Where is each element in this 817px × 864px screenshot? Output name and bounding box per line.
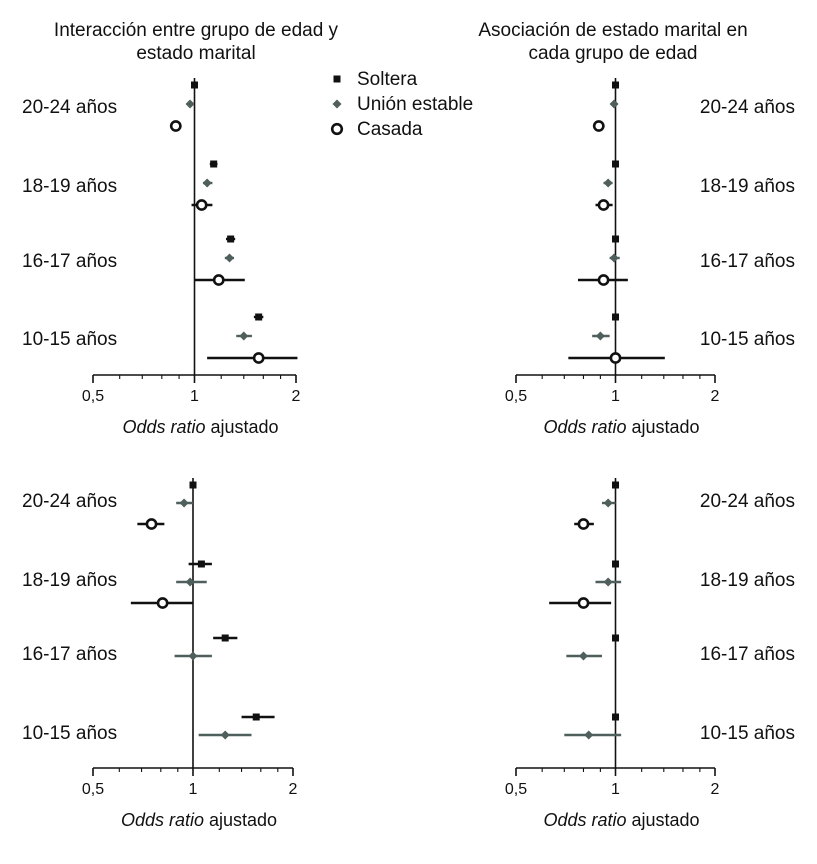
- panel-4-x-axis-label: Odds ratio ajustado: [543, 810, 699, 830]
- union-point-p4-g3: [578, 651, 588, 661]
- panel-2-x-axis-label: Odds ratio ajustado: [543, 417, 699, 437]
- panel-4-tick-label-2: 1: [611, 781, 620, 798]
- casada-point-p1-g1: [169, 120, 182, 132]
- soltera-point-p2-g2: [612, 160, 619, 168]
- union-point-p3-g2: [185, 577, 195, 587]
- casada-point-p3-g1: [145, 518, 158, 530]
- panel-3-group-label-3: 16-17 años: [22, 644, 117, 665]
- casada-point-p2-g4: [609, 352, 622, 364]
- legend-circle-icon: [330, 122, 344, 136]
- casada-point-p2-g3: [597, 274, 610, 286]
- forest-panel-1: Interacción entre grupo de edad yestado …: [22, 20, 339, 437]
- union-point-p4-g2: [603, 577, 613, 587]
- panel-1-tick-label-3: 2: [292, 388, 301, 405]
- union-point-p1-g3: [225, 253, 235, 263]
- union-point-p4-g1: [603, 498, 613, 508]
- legend-label-union: Unión estable: [357, 94, 473, 115]
- legend-label-casada: Casada: [357, 119, 423, 140]
- legend-diamond-icon: [332, 99, 342, 109]
- union-point-p2-g1: [609, 99, 619, 109]
- panel-1-tick-label-2: 1: [190, 388, 199, 405]
- soltera-point-p3-g1: [189, 481, 197, 489]
- soltera-point-p4-g4: [612, 713, 619, 721]
- panel-1-title-line-2: estado marital: [136, 43, 255, 64]
- casada-point-p1-g2: [195, 199, 208, 211]
- union-point-p4-g4: [584, 730, 594, 740]
- panel-3-group-label-2: 18-19 años: [22, 570, 117, 591]
- soltera-point-p3-g3: [221, 634, 229, 642]
- legend: Soltera Unión estable Casada: [330, 69, 473, 140]
- panel-2-group-label-3: 16-17 años: [700, 251, 795, 272]
- union-point-p3-g3: [188, 651, 198, 661]
- soltera-point-p1-g3: [227, 235, 235, 243]
- soltera-point-p2-g1: [612, 81, 619, 89]
- panel-2-tick-label-1: 0,5: [505, 388, 527, 405]
- union-point-p1-g1: [185, 99, 195, 109]
- panel-1-tick-label-1: 0,5: [82, 388, 104, 405]
- casada-point-p3-g2: [156, 597, 169, 609]
- panel-3-x-axis-label: Odds ratio ajustado: [121, 810, 277, 830]
- panel-2-tick-label-2: 1: [611, 388, 620, 405]
- panel-1-group-label-2: 18-19 años: [22, 176, 117, 197]
- soltera-point-p4-g3: [612, 634, 619, 642]
- forest-panel-4: 0,5 1 2 Odds ratio ajustado 20-24 años 18-19 …: [505, 478, 795, 830]
- soltera-point-p3-g4: [252, 713, 260, 721]
- panel-3-tick-label-2: 1: [189, 781, 198, 798]
- soltera-point-p1-g4: [255, 313, 263, 321]
- panel-3-tick-label-1: 0,5: [82, 781, 104, 798]
- casada-point-p2-g1: [592, 120, 605, 132]
- union-point-p1-g2: [202, 178, 212, 188]
- panel-1-group-label-4: 10-15 años: [22, 329, 117, 350]
- soltera-point-p1-g1: [191, 81, 198, 89]
- panel-2-tick-label-3: 2: [711, 388, 720, 405]
- casada-point-p4-g2: [577, 597, 590, 609]
- soltera-point-p2-g3: [612, 235, 619, 243]
- union-point-p3-g4: [220, 730, 230, 740]
- soltera-point-p3-g2: [197, 560, 205, 568]
- soltera-point-p1-g2: [210, 160, 218, 168]
- union-point-p2-g2: [603, 178, 613, 188]
- panel-4-group-label-3: 16-17 años: [700, 644, 795, 665]
- forest-panel-3: 0,5 1 2 Odds ratio ajustado 20-24 años 18-19 …: [22, 478, 298, 830]
- panel-2-title-line-2: cada grupo de edad: [528, 43, 697, 64]
- soltera-point-p2-g4: [612, 313, 619, 321]
- soltera-point-p4-g1: [612, 481, 619, 489]
- panel-2-group-label-4: 10-15 años: [700, 329, 795, 350]
- legend-square-icon: [333, 75, 341, 83]
- casada-point-p4-g1: [577, 518, 590, 530]
- casada-point-p1-g4: [252, 352, 265, 364]
- panel-1-title-line-1: Interacción entre grupo de edad y: [54, 20, 339, 41]
- panel-1-x-axis-label: Odds ratio ajustado: [122, 417, 278, 437]
- panel-3-group-label-1: 20-24 años: [22, 491, 117, 512]
- panel-4-tick-label-3: 2: [711, 781, 720, 798]
- legend-label-soltera: Soltera: [357, 69, 418, 90]
- union-point-p1-g4: [239, 331, 249, 341]
- panel-1-group-label-3: 16-17 años: [22, 251, 117, 272]
- panel-2-title-line-1: Asociación de estado marital en: [478, 20, 747, 41]
- panel-4-group-label-1: 20-24 años: [700, 491, 795, 512]
- panel-4-tick-label-1: 0,5: [505, 781, 527, 798]
- panel-3-tick-label-3: 2: [289, 781, 298, 798]
- union-point-p3-g1: [179, 498, 189, 508]
- soltera-point-p4-g2: [612, 560, 619, 568]
- panel-2-group-label-2: 18-19 años: [700, 176, 795, 197]
- union-point-p2-g3: [609, 253, 619, 263]
- casada-point-p2-g2: [597, 199, 610, 211]
- panel-2-group-label-1: 20-24 años: [700, 97, 795, 118]
- union-point-p2-g4: [595, 331, 605, 341]
- panel-4-group-label-2: 18-19 años: [700, 570, 795, 591]
- panel-3-group-label-4: 10-15 años: [22, 723, 117, 744]
- panel-1-group-label-1: 20-24 años: [22, 97, 117, 118]
- panel-4-group-label-4: 10-15 años: [700, 723, 795, 744]
- casada-point-p1-g3: [212, 274, 225, 286]
